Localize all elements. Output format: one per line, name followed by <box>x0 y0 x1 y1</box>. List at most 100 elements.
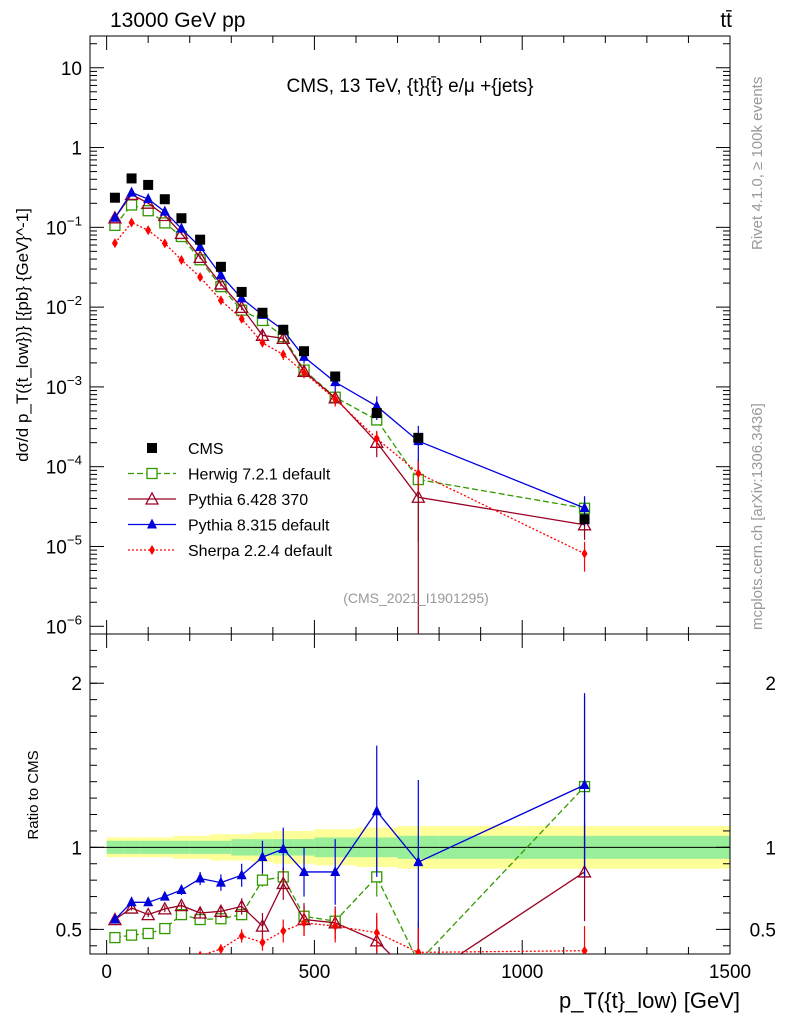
cms-data-point <box>143 179 154 190</box>
legend-label: Pythia 8.315 default <box>188 518 330 535</box>
ratio-tick-label: 1 <box>71 838 82 859</box>
data-point-main <box>195 240 206 251</box>
data-point-main <box>301 367 308 378</box>
x-tick-label: 500 <box>299 962 331 983</box>
data-point-ratio <box>109 931 121 944</box>
legend-label: Pythia 6.428 370 <box>188 492 308 509</box>
data-point-main <box>213 276 229 290</box>
data-point-main <box>111 238 118 249</box>
ratio-tick-label-right: 0.5 <box>750 920 776 941</box>
y-axis-title-text: dσ/d p_T({t_low})} [{pb} {GeV}^-1] <box>13 208 32 462</box>
data-point-ratio <box>213 903 229 917</box>
data-point-main <box>126 186 137 197</box>
data-point-ratio <box>215 876 226 887</box>
data-point-main <box>193 250 208 264</box>
data-point-main <box>109 219 121 232</box>
data-point-ratio <box>581 945 588 954</box>
data-point-ratio <box>577 864 592 878</box>
cms-data-point <box>371 408 382 419</box>
ratio-tick-label: 2 <box>71 674 82 695</box>
data-point-ratio <box>257 851 268 862</box>
data-point-main <box>142 205 154 217</box>
y-tick-label: 10−3 <box>46 373 82 399</box>
data-point-ratio <box>276 876 291 890</box>
data-point-ratio <box>157 901 172 915</box>
data-point-ratio <box>301 917 308 928</box>
data-point-ratio <box>174 898 189 912</box>
data-point-main <box>332 394 339 405</box>
data-point-main <box>280 349 287 360</box>
y-axis-title: dσ/d p_T({t_low})} [{pb} {GeV}^-1] <box>13 208 32 462</box>
legend-entry: Herwig 7.2.1 default <box>128 467 331 484</box>
header-left: 13000 GeV pp <box>110 9 245 32</box>
data-point-ratio <box>255 918 270 932</box>
data-point-ratio <box>124 900 139 914</box>
data-point-main <box>109 211 120 222</box>
data-point-main <box>236 292 247 303</box>
ratio-tick-label-right: 1 <box>765 838 776 859</box>
data-point-ratio <box>125 929 138 941</box>
cms-data-point <box>126 173 137 184</box>
data-point-ratio <box>141 907 156 921</box>
main-series-3 <box>111 217 588 572</box>
ratio-series-3 <box>112 909 588 972</box>
data-point-ratio <box>280 926 287 937</box>
legend-marker <box>146 467 158 480</box>
data-point-ratio <box>159 890 170 901</box>
x-tick-label: 1000 <box>501 962 543 983</box>
data-point-ratio <box>178 957 184 967</box>
data-point-ratio <box>234 899 249 913</box>
data-point-ratio <box>332 921 339 932</box>
y-tick-label: 1 <box>71 139 82 160</box>
data-point-main <box>259 337 266 348</box>
data-point-main <box>373 433 380 444</box>
data-point-main <box>579 501 590 512</box>
data-point-ratio <box>142 927 154 940</box>
data-point-main <box>125 199 138 211</box>
cms-data-point <box>413 432 424 443</box>
ratio-tick-label-right: 2 <box>765 674 776 695</box>
y-tick-label: 10 <box>61 59 82 80</box>
cms-data-point <box>195 234 206 245</box>
legend-label: Herwig 7.2.1 default <box>188 467 331 484</box>
x-tick-label: 0 <box>101 962 112 983</box>
cms-data-point <box>579 514 590 525</box>
legend-entry: Sherpa 2.2.4 default <box>128 543 333 560</box>
data-point-ratio <box>299 865 310 876</box>
data-point-main <box>174 226 189 240</box>
data-point-ratio <box>126 896 137 907</box>
data-point-main <box>178 254 185 265</box>
data-point-ratio <box>145 962 151 972</box>
cms-data-point <box>278 324 289 335</box>
data-point-ratio <box>413 856 424 867</box>
data-point-main <box>128 217 135 228</box>
data-point-main <box>197 272 204 283</box>
data-point-main <box>415 468 422 479</box>
data-point-ratio <box>107 912 123 926</box>
data-point-main <box>159 205 170 216</box>
ratio-plot-frame <box>89 633 731 955</box>
cms-data-point <box>215 261 226 272</box>
data-point-ratio <box>579 778 590 789</box>
legend-entry: Pythia 8.315 default <box>128 518 330 535</box>
main-series-1 <box>107 187 592 634</box>
ratio-series-2 <box>109 693 590 945</box>
data-point-ratio <box>198 950 203 954</box>
data-point-ratio <box>112 962 118 972</box>
data-point-ratio <box>278 842 289 853</box>
y-tick-label: 10−5 <box>46 532 82 558</box>
y-tick-label: 10−6 <box>46 612 82 638</box>
data-point-ratio <box>109 913 120 924</box>
data-point-main <box>107 210 123 224</box>
data-point-ratio <box>415 947 422 954</box>
cms-data-point <box>330 371 341 382</box>
legend-marker <box>144 491 160 505</box>
cms-data-series <box>109 173 590 525</box>
side-label-mcplots: mcplots.cern.ch [arXiv:1306.3436] <box>749 403 766 630</box>
series-line-main <box>114 204 585 509</box>
cms-data-point <box>299 346 310 357</box>
legend-marker <box>147 518 157 529</box>
data-point-main <box>581 548 588 559</box>
y-tick-label: 10−4 <box>46 453 82 479</box>
